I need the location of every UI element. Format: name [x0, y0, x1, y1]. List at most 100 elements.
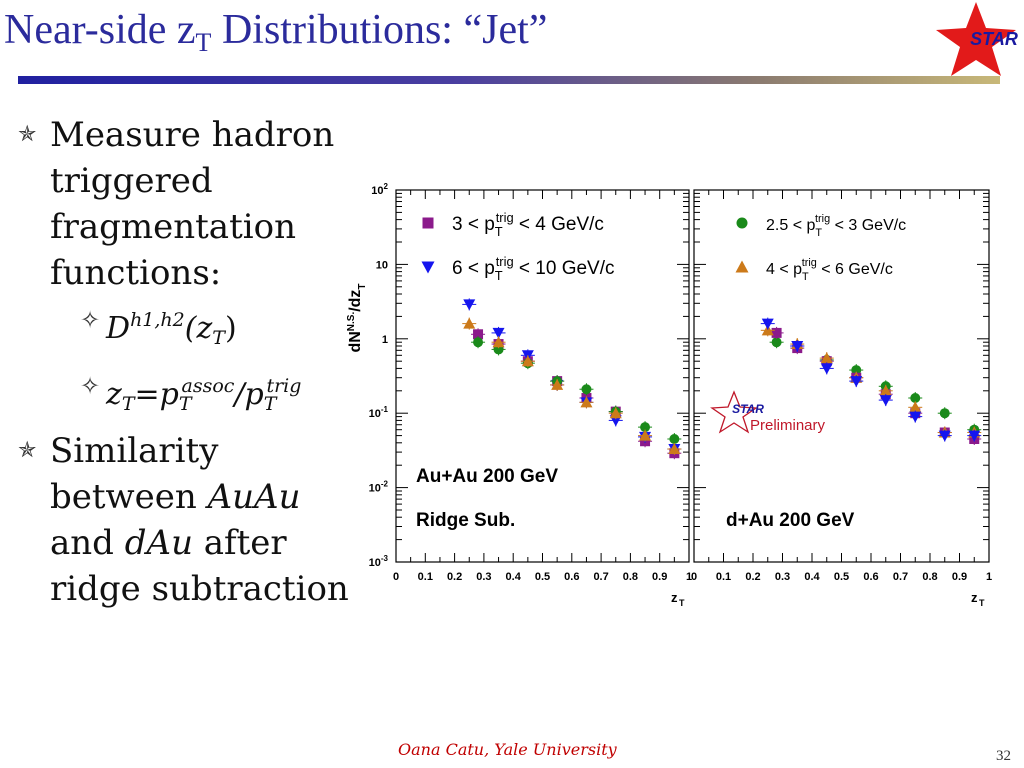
bullet-similarity: ✯ Similarity between AuAu and dAu after … — [16, 428, 366, 612]
p-assoc-sub: T — [178, 393, 192, 415]
data-point-triangle-up — [551, 378, 564, 390]
x-axis-label-sub: T — [679, 598, 685, 608]
data-point-triangle-up — [879, 384, 892, 396]
data-point-triangle-up — [761, 324, 774, 336]
zt-eq: =p — [134, 377, 179, 412]
data-point-triangle-up — [492, 336, 505, 348]
data-point-triangle-down — [761, 318, 774, 330]
zt-sub: T — [121, 393, 135, 415]
x-tick-label: 0 — [393, 571, 399, 583]
x-tick-label: 0.8 — [623, 571, 638, 583]
legend-entry: 4 < pTtrig < 6 GeV/c — [766, 257, 893, 283]
subbullet-d-function: ✧ Dh1,h2(zT) — [16, 296, 366, 362]
bullet-line: triggered — [50, 161, 213, 201]
bullet-line: ridge subtraction — [50, 569, 349, 609]
x-axis-label: z — [971, 590, 978, 605]
y-tick-label: 10-2 — [369, 480, 389, 495]
x-tick-label: 0.5 — [535, 571, 550, 583]
data-point-triangle-down — [850, 376, 863, 388]
preliminary-star-label: STAR — [732, 402, 764, 416]
p-trig-sub: T — [263, 393, 277, 415]
cross-bullet-icon: ✧ — [80, 306, 101, 334]
star-bullet-icon: ✯ — [18, 438, 37, 463]
y-tick-label: 102 — [371, 182, 388, 197]
data-point-triangle-up — [668, 443, 681, 455]
x-tick-label: 0.4 — [804, 571, 820, 583]
panel-annotation: d+Au 200 GeV — [726, 510, 855, 531]
text-between: between — [50, 477, 208, 517]
x-tick-label: 0.3 — [775, 571, 790, 583]
page-number: 32 — [996, 748, 1011, 764]
text-and: and — [50, 523, 125, 563]
text-after: after — [192, 523, 287, 563]
star-logo-icon — [936, 2, 1016, 76]
data-point-triangle-down — [791, 341, 804, 353]
slide-title: Near-side zT Distributions: “Jet” — [4, 6, 547, 58]
data-point-triangle-down — [820, 363, 833, 375]
text-auau: AuAu — [207, 477, 301, 517]
p-assoc-sup: assoc — [181, 375, 235, 397]
preliminary-star-icon — [710, 390, 758, 434]
data-point-triangle-down — [421, 261, 435, 274]
x-tick-label: 0 — [691, 571, 697, 583]
data-point-triangle-down — [909, 411, 922, 423]
data-point-triangle-up — [521, 355, 534, 367]
x-tick-label: 0.4 — [506, 571, 522, 583]
x-tick-label: 0.2 — [745, 571, 760, 583]
data-point-triangle-down — [463, 299, 476, 311]
x-tick-label: 0.9 — [652, 571, 667, 583]
x-tick-label: 0.1 — [418, 571, 433, 583]
x-tick-label: 0.8 — [922, 571, 937, 583]
x-tick-label: 0.3 — [476, 571, 491, 583]
p-trig-sup: trig — [266, 375, 302, 397]
d-symbol: D — [106, 311, 131, 346]
x-tick-label: 0.6 — [564, 571, 579, 583]
data-point-triangle-up — [735, 260, 749, 273]
title-main: Near-side z — [4, 7, 196, 53]
x-axis-label-sub: T — [979, 598, 985, 608]
data-point-triangle-up — [609, 407, 622, 419]
legend-entry: 2.5 < pTtrig < 3 GeV/c — [766, 213, 906, 239]
data-point-circle — [771, 337, 782, 348]
x-tick-label: 0.9 — [952, 571, 967, 583]
data-point-triangle-down — [968, 430, 981, 442]
legend-entry: 3 < pTtrig < 4 GeV/c — [452, 210, 604, 239]
data-point-circle — [669, 434, 680, 445]
data-point-circle — [473, 337, 484, 348]
panel-frame — [693, 189, 990, 563]
preliminary-label: Preliminary — [750, 417, 826, 434]
data-point-circle — [939, 408, 950, 419]
data-point-triangle-down — [492, 327, 505, 339]
cross-bullet-icon: ✧ — [80, 372, 101, 400]
star-logo-text: STAR — [970, 29, 1018, 49]
d-superscript: h1,h2 — [130, 309, 185, 331]
title-sub: T — [195, 28, 212, 57]
bullet-line: between AuAu — [50, 474, 366, 520]
d-arg: (z — [184, 311, 213, 346]
subbullet-zt-definition: ✧ zT=pTassoc/pTtrig — [16, 362, 366, 428]
zt-distribution-figure: 0 0.1 0.2 0.3 0.4 0.5 0.6 0.7 0.8 0.9 1z T0 0.1 0.2 0.… — [346, 182, 992, 608]
data-point-square — [473, 329, 484, 340]
data-point-square — [422, 217, 434, 229]
title-rest: Distributions: “Jet” — [211, 7, 548, 53]
data-point-triangle-down — [938, 430, 951, 442]
star-logo: STAR — [936, 2, 1018, 76]
y-tick-label: 10-3 — [369, 554, 389, 569]
star-bullet-icon: ✯ — [18, 122, 37, 147]
y-tick-label: 1 — [382, 334, 388, 346]
data-point-square — [771, 327, 782, 338]
data-point-triangle-up — [909, 401, 922, 413]
x-tick-label: 1 — [986, 571, 992, 583]
x-tick-label: 0.6 — [863, 571, 878, 583]
data-point-triangle-up — [580, 396, 593, 408]
d-arg-sub: T — [212, 327, 225, 349]
x-axis-label: z — [671, 590, 678, 605]
x-tick-label: 1 — [686, 571, 692, 583]
data-point-triangle-up — [639, 429, 652, 441]
y-tick-label: 10-1 — [369, 405, 389, 420]
x-tick-label: 0.5 — [834, 571, 849, 583]
y-axis-label: dNN.S./dzT — [346, 283, 368, 352]
x-tick-label: 0.7 — [593, 571, 608, 583]
data-point-triangle-up — [463, 317, 476, 329]
bullet-fragmentation: ✯ Measure hadron triggered fragmentation… — [16, 112, 366, 296]
